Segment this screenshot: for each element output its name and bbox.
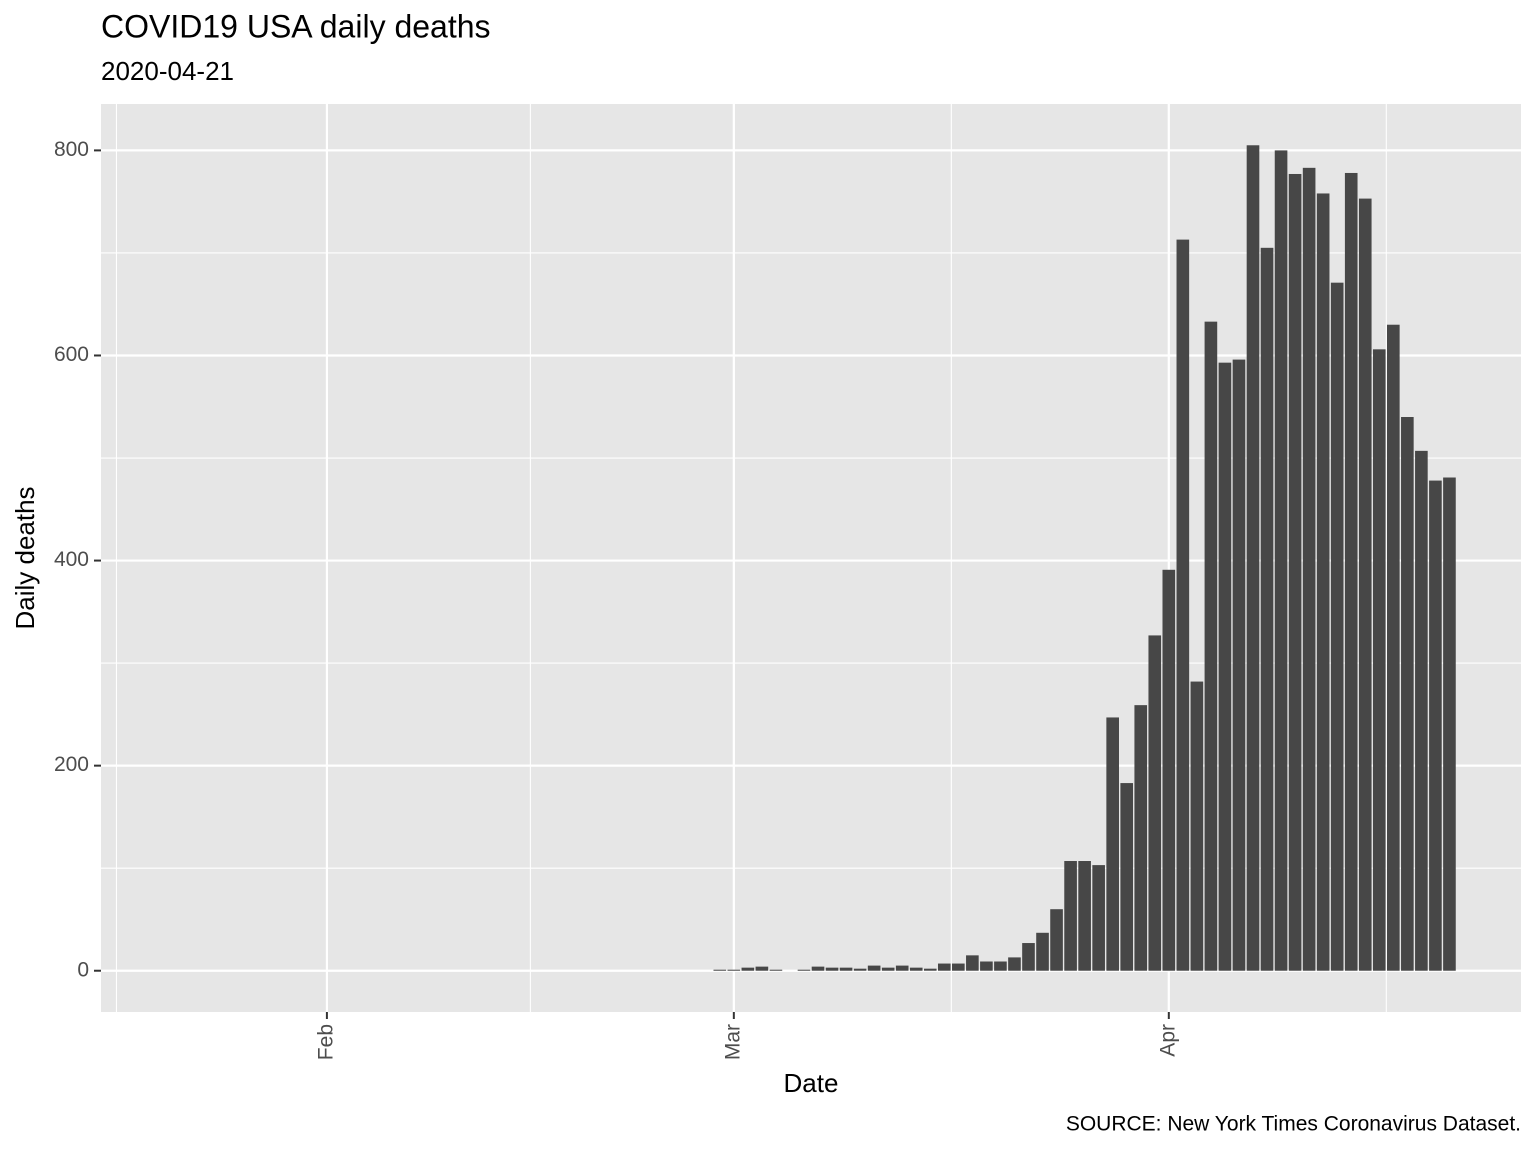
bar [966,955,979,971]
bar [853,968,867,971]
y-tick-label: 400 [54,548,89,571]
bar [1246,145,1260,971]
bar [980,961,993,971]
bar [1078,861,1091,971]
bar [825,967,839,971]
bar [1429,480,1442,971]
bar [1022,943,1035,971]
y-tick-label: 600 [54,343,89,366]
bar [923,968,937,971]
x-tick-label: Mar [721,1024,744,1060]
bar [1358,198,1372,971]
bar [1190,681,1204,971]
bar [727,969,741,971]
bar [1443,477,1456,971]
bar [1050,909,1063,971]
bar [797,969,811,971]
bar [895,965,909,971]
bar [881,967,895,971]
bar [952,963,965,971]
bar [1106,717,1119,971]
bar [1274,150,1288,971]
y-tick-label: 800 [54,138,89,161]
bar [1092,865,1105,971]
bar [1148,635,1162,971]
bar [1162,569,1176,971]
bar [1386,324,1400,971]
bar [1260,247,1274,971]
bar [909,967,923,971]
bar [1008,957,1021,971]
bar [713,969,727,971]
bar [1372,349,1386,971]
bar [1288,173,1302,971]
x-tick-label: Apr [1156,1024,1179,1057]
y-axis-title: Daily deaths [10,486,40,629]
bar [839,967,853,971]
y-tick-label: 200 [54,753,89,776]
bar [867,965,881,971]
bar [1316,193,1330,971]
bar [1120,783,1134,971]
x-axis-title: Date [784,1068,839,1098]
bar [741,967,755,971]
y-tick-label: 0 [77,958,89,981]
bar [994,961,1007,971]
bar [1176,239,1190,971]
x-tick-label: Feb [314,1024,337,1060]
bar [755,966,769,971]
bar [937,963,951,971]
bar [1302,167,1316,971]
bar [1401,417,1414,971]
caption: SOURCE: New York Times Coronavirus Datas… [1066,1113,1521,1136]
bar [1064,861,1077,971]
bar [1232,359,1246,971]
bar [769,969,783,971]
bar [1344,172,1358,971]
chart-title: COVID19 USA daily deaths [101,8,491,44]
chart-subtitle: 2020-04-21 [101,56,234,86]
bar [811,966,825,971]
bar [1330,282,1344,971]
bar [1036,932,1049,971]
bar [1218,362,1232,971]
bar [1204,321,1218,971]
bar [1415,450,1428,971]
bar [1134,705,1148,971]
